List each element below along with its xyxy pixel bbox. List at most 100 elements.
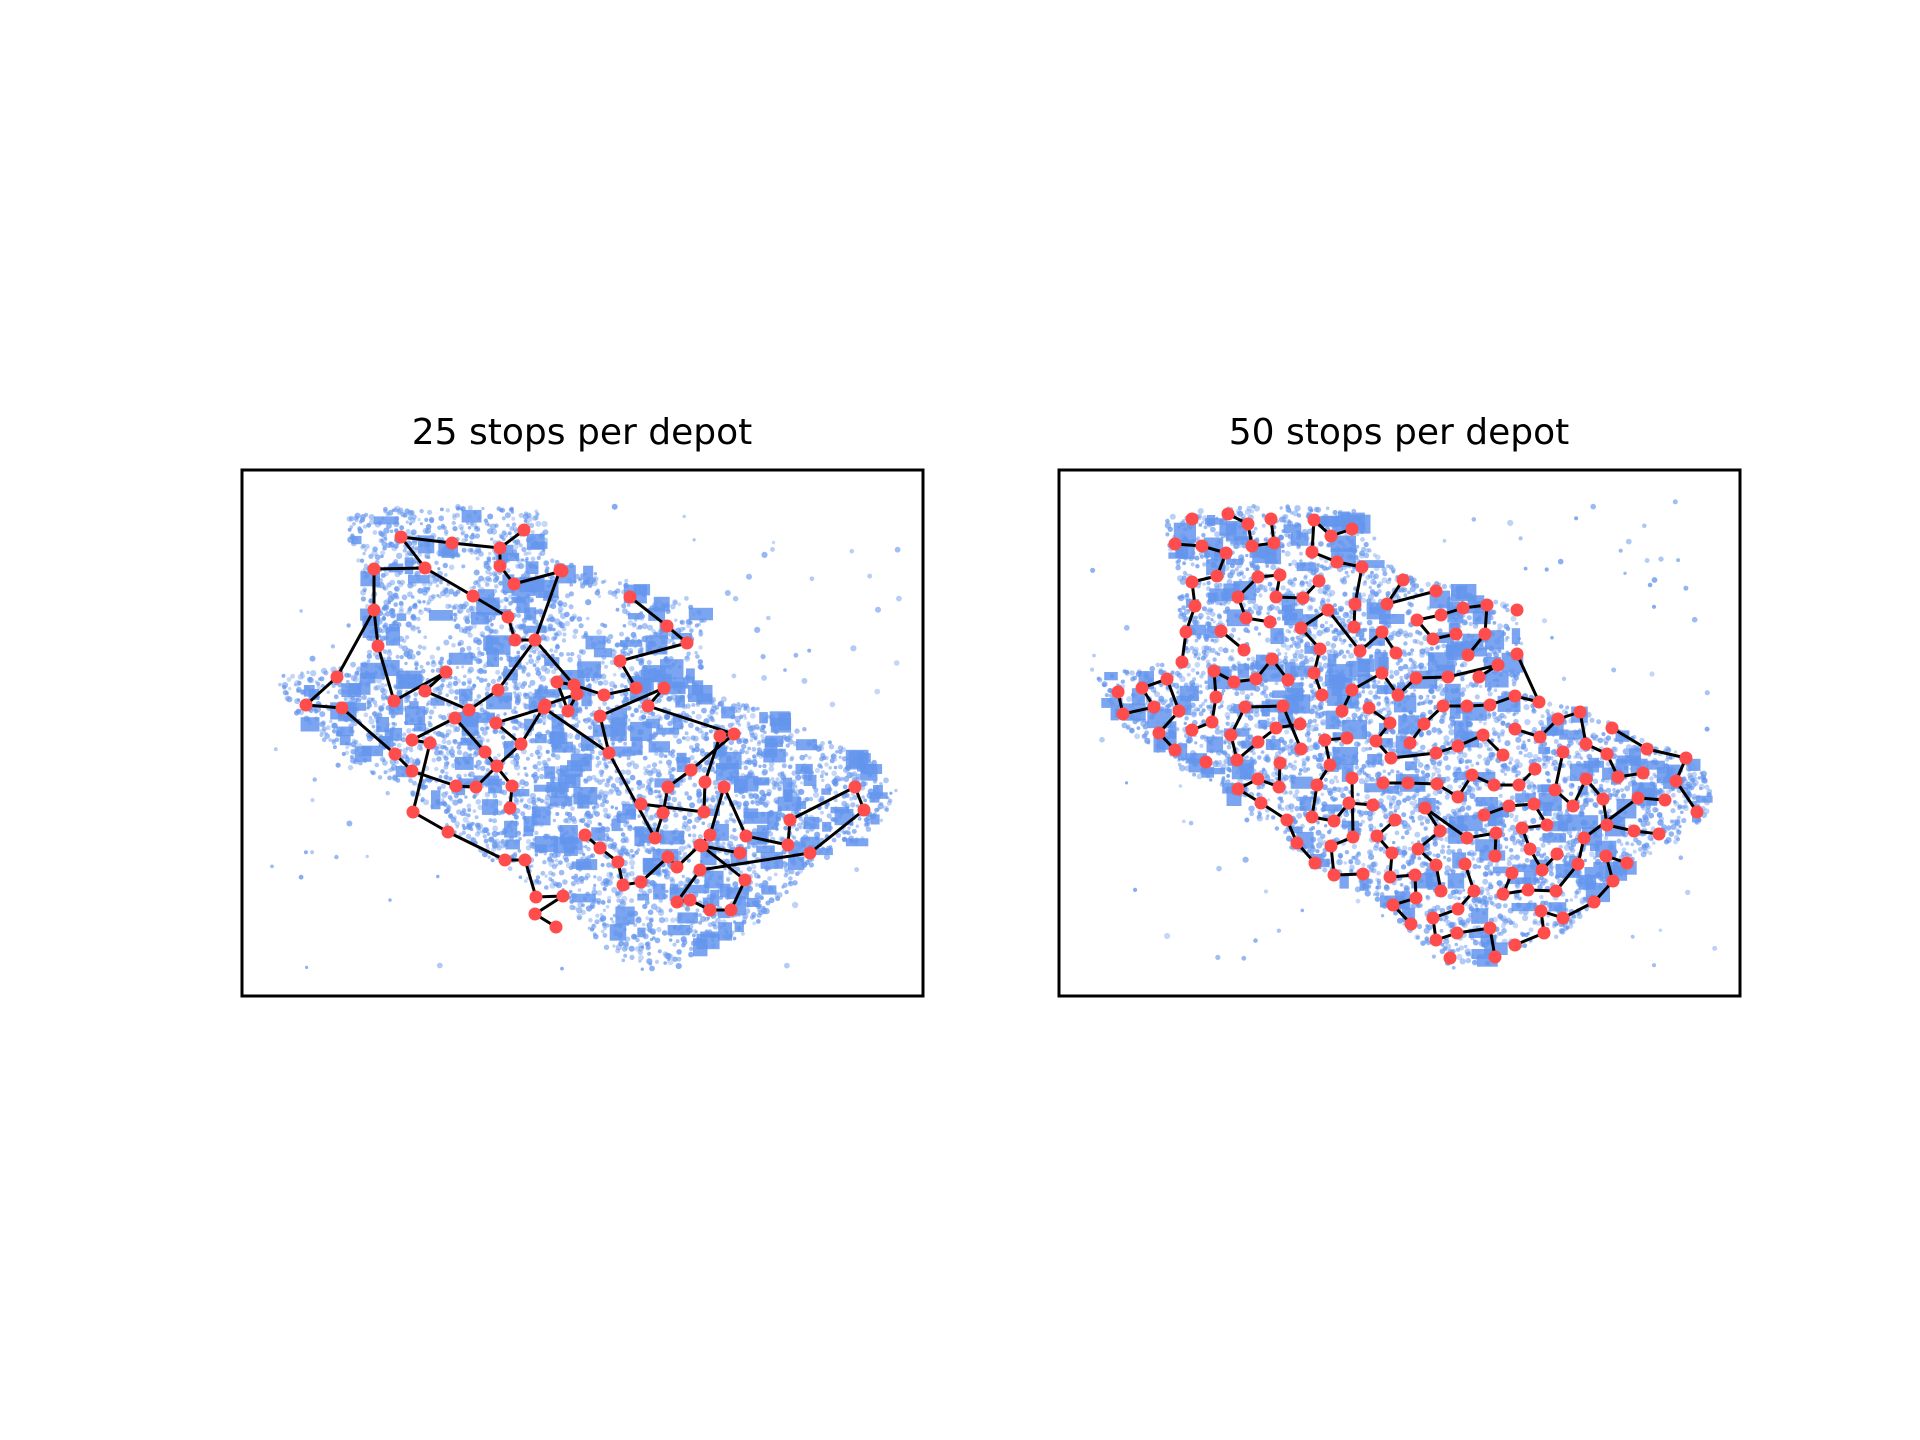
data-point [499,599,504,604]
data-point [647,909,654,916]
data-point [325,725,331,731]
data-point [750,800,755,805]
data-point [551,636,557,642]
data-point [522,702,526,706]
data-point [1672,499,1678,505]
data-point [879,782,883,786]
data-point [671,796,678,803]
data-point [532,649,537,654]
data-point [506,523,510,528]
data-point [453,616,458,621]
data-point [378,706,384,712]
data-point [310,798,315,803]
data-point [417,517,421,522]
data-point [440,683,445,688]
data-point [365,854,369,859]
data-point [495,669,501,675]
data-point [544,685,549,690]
data-point [640,967,644,971]
data-point [854,867,860,873]
data-point [828,766,832,770]
data-point [791,901,799,909]
data-point-cluster [667,925,690,936]
data-point [483,562,490,570]
data-point [805,829,810,834]
data-point [543,529,549,535]
data-point [319,676,325,682]
data-point-cluster [634,826,645,846]
data-point [501,516,506,521]
data-point [469,827,474,831]
data-point [474,831,481,837]
data-point [480,765,486,772]
data-point [648,962,653,966]
data-point [746,844,751,850]
data-point [698,629,703,633]
data-point [654,751,659,756]
data-point [879,801,884,806]
data-point [452,799,459,806]
data-point [696,798,702,804]
data-point [652,822,658,828]
data-point [440,783,446,789]
data-point [586,775,593,782]
data-point [490,622,494,627]
data-point [467,525,472,530]
data-point [285,691,289,696]
data-point [658,794,662,799]
data-point [658,917,666,924]
data-point [700,730,705,735]
data-point [499,656,504,661]
data-point [529,598,534,603]
data-point [736,702,741,707]
data-point [688,951,694,958]
data-point [757,747,763,753]
data-point [490,678,496,685]
data-point [363,563,369,568]
data-point [541,520,548,528]
data-point [1426,793,1431,798]
data-point [809,576,815,581]
data-point [578,623,584,629]
data-point [530,864,534,868]
data-point [636,780,643,786]
data-point [784,962,790,969]
data-point [386,582,392,588]
data-point [619,691,625,697]
data-point [732,936,737,941]
data-point [422,586,428,593]
data-point [439,656,445,661]
data-point [371,770,377,776]
stop-marker [713,729,727,743]
data-point [609,681,616,688]
data-point [787,764,793,770]
data-point [551,859,555,863]
stop-marker [529,890,543,904]
data-point-cluster [481,799,498,815]
data-point [645,916,650,921]
data-point [647,715,651,720]
data-point [742,713,747,718]
stop-marker [698,775,712,789]
data-point [600,802,605,808]
data-point [562,601,568,608]
data-point [611,740,616,745]
data-point [427,509,433,515]
data-point-cluster [486,695,512,710]
data-point [682,851,688,857]
data-point [694,746,700,753]
data-point [673,812,679,818]
data-point [356,558,361,563]
data-point [604,799,610,804]
data-point-cluster [373,516,399,525]
data-point [404,552,410,558]
data-point [385,791,390,796]
data-point [756,726,761,730]
data-point [682,514,686,519]
data-point [604,782,610,788]
data-point [414,666,418,671]
data-point-cluster [531,806,551,826]
data-point [511,708,517,715]
data-point [539,550,546,556]
stop-marker [661,850,675,864]
